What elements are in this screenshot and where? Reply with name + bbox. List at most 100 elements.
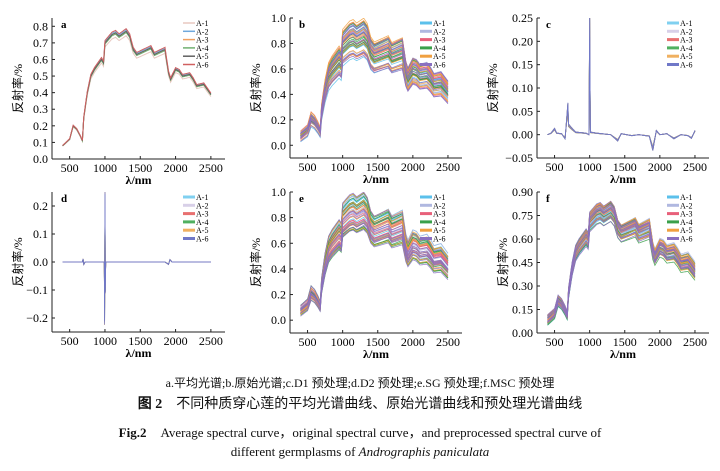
- series-line-A-5: [547, 42, 696, 149]
- legend-label: A-5: [196, 226, 208, 235]
- series-line-A-6: [300, 208, 449, 312]
- series-line-A-1: [62, 202, 211, 315]
- series-line-A-3: [62, 192, 211, 323]
- y-tick-label: 0.90: [512, 185, 533, 199]
- legend-label: A-3: [196, 36, 208, 45]
- series-line-A-6: [547, 18, 696, 151]
- x-tick-label: 500: [299, 335, 317, 349]
- series-lines: [547, 18, 696, 151]
- legend-label: A-2: [680, 27, 692, 36]
- series-line-A-6: [547, 216, 696, 323]
- panel-label: d: [61, 193, 67, 205]
- legend-label: A-6: [680, 235, 692, 244]
- species-name: Andrographis paniculata: [358, 444, 490, 459]
- series-line-A-5: [547, 206, 696, 316]
- series-line-A-5: [547, 200, 696, 321]
- y-tick-label: 0.8: [271, 211, 286, 225]
- series-line-A-6: [547, 200, 696, 316]
- legend: A-1A-2A-3A-4A-5A-6: [667, 193, 692, 244]
- x-axis-label: λ/nm: [126, 173, 152, 187]
- legend-label: A-3: [433, 36, 445, 45]
- y-tick-label: 0.0: [33, 152, 48, 166]
- legend: A-1A-2A-3A-4A-5A-6: [667, 19, 692, 70]
- subpanel-caption: a.平均光谱;b.原始光谱;c.D1 预处理;d.D2 预处理;e.SG 预处理…: [165, 376, 555, 390]
- y-axis-label: 反射率/%: [495, 238, 510, 287]
- panel-label: f: [546, 193, 550, 205]
- series-lines: [300, 18, 449, 143]
- legend-label: A-1: [196, 193, 208, 202]
- figure-caption-cn: 图 2 不同种质穿心莲的平均光谱曲线、原始光谱曲线和预处理光谱曲线: [0, 393, 720, 413]
- x-tick-label: 2000: [164, 334, 188, 348]
- x-tick-label: 1000: [331, 335, 355, 349]
- y-tick-label: 0.0: [33, 255, 48, 269]
- series-line-A-2: [547, 201, 696, 325]
- y-tick-label: 0.8: [33, 19, 48, 33]
- legend: A-1A-2A-3A-4A-5A-6: [183, 19, 208, 70]
- x-tick-label: 500: [61, 161, 79, 175]
- chart-panel-b: 0.0 0.2 0.4 0.6 0.8 1.0 500 1000 1500 2000 2500 λ/n…: [248, 11, 462, 186]
- x-tick-label: 1000: [93, 161, 117, 175]
- y-tick-label: 0.0: [271, 138, 286, 152]
- chart-panel-a: 0.0 0.1 0.2 0.3 0.4 0.5 0.6 0.7 0.8 500 1000 1500 20…: [10, 18, 225, 187]
- series-line-A-6: [300, 31, 449, 134]
- x-tick-label: 1000: [93, 334, 117, 348]
- series-line-A-2: [547, 35, 696, 148]
- y-tick-label: 0.00: [512, 326, 533, 340]
- y-tick-label: 0.00: [512, 128, 533, 142]
- legend-label: A-5: [433, 52, 445, 61]
- x-tick-label: 2500: [199, 161, 223, 175]
- legend-label: A-3: [196, 210, 208, 219]
- y-tick-label: 0.75: [512, 209, 533, 223]
- y-tick-label: 0.3: [33, 102, 48, 116]
- y-tick-label: 0.15: [512, 303, 533, 317]
- x-tick-label: 1500: [366, 335, 390, 349]
- x-tick-label: 500: [61, 334, 79, 348]
- y-axis-label: 反射率/%: [248, 63, 263, 112]
- y-tick-label: 0.0: [271, 313, 286, 327]
- series-lines: [300, 192, 449, 317]
- y-tick-label: 0.6: [271, 236, 286, 250]
- x-tick-label: 500: [546, 335, 564, 349]
- x-tick-label: 1500: [613, 160, 637, 174]
- series-line-A-3: [547, 18, 696, 151]
- legend-label: A-1: [433, 193, 445, 202]
- y-tick-label: 0.30: [512, 279, 533, 293]
- legend-label: A-3: [433, 210, 445, 219]
- series-line-A-4: [547, 43, 696, 149]
- y-tick-label: 0.45: [512, 256, 533, 270]
- series-lines: [62, 192, 211, 326]
- y-tick-label: 0.4: [271, 87, 286, 101]
- series-line-A-3: [547, 206, 696, 320]
- legend-label: A-2: [196, 27, 208, 36]
- x-axis-label: λ/nm: [610, 172, 636, 186]
- series-line-A-2: [62, 203, 211, 314]
- figure-title-en-line1: Average spectral curve，original spectral…: [160, 425, 602, 440]
- y-tick-label: 0.6: [33, 52, 48, 66]
- panel-label: a: [61, 19, 67, 31]
- figure-panels: 0.0 0.1 0.2 0.3 0.4 0.5 0.6 0.7 0.8 500 1000 1500 20…: [10, 11, 709, 361]
- y-tick-label: 0.10: [512, 81, 533, 95]
- y-tick-label: 1.0: [271, 185, 286, 199]
- legend-label: A-2: [433, 27, 445, 36]
- series-line-A-2: [547, 18, 696, 151]
- y-tick-label: −0.05: [505, 151, 533, 165]
- series-line-A-2: [547, 35, 696, 148]
- series-line-A-6: [300, 228, 449, 310]
- y-tick-label: 0.4: [33, 86, 48, 100]
- x-tick-label: 1500: [366, 160, 390, 174]
- series-lines: [547, 200, 696, 326]
- chart-panel-d: −0.2 −0.1 0.0 0.1 0.2 500 1000 1500 2000 2500 λ/nm…: [10, 192, 225, 360]
- legend-label: A-2: [196, 201, 208, 210]
- y-axis-label: 反射率/%: [248, 238, 263, 287]
- x-tick-label: 2000: [648, 160, 672, 174]
- series-line-A-6: [62, 192, 211, 325]
- x-tick-label: 2000: [164, 161, 188, 175]
- series-line-A-2: [62, 202, 211, 314]
- y-tick-label: 0.1: [33, 227, 48, 241]
- x-tick-label: 1500: [128, 161, 152, 175]
- y-tick-label: 0.4: [271, 262, 286, 276]
- series-line-A-6: [547, 204, 696, 322]
- y-tick-label: 0.8: [271, 36, 286, 50]
- x-tick-label: 2500: [436, 160, 460, 174]
